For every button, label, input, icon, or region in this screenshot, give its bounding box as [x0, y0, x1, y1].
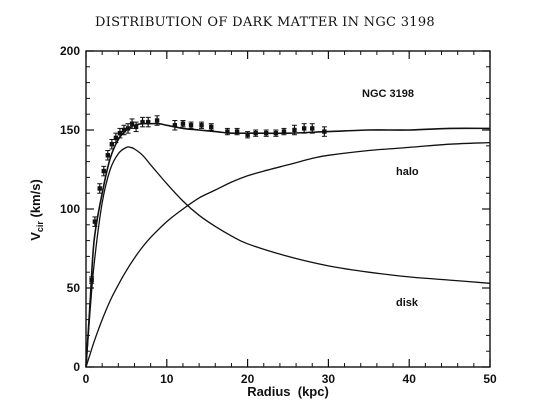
- data-point: [209, 124, 214, 130]
- y-tick-label: 200: [60, 44, 80, 58]
- data-point: [281, 129, 287, 134]
- curve-total: [85, 122, 491, 368]
- data-point: [105, 153, 111, 158]
- data-point: [310, 126, 315, 131]
- data-point: [101, 168, 106, 174]
- data-point: [154, 118, 160, 123]
- axis-ticks: 0 10 20 30 40 50 0 50 100 150 200: [60, 44, 497, 386]
- disk-curve-label: disk: [396, 297, 419, 309]
- x-tick-label: 0: [83, 372, 90, 386]
- data-point: [92, 219, 98, 224]
- x-tick-label: 50: [483, 372, 497, 386]
- data-point: [245, 132, 250, 137]
- data-point: [113, 135, 119, 141]
- data-point: [89, 277, 94, 283]
- galaxy-label: NGC 3198: [362, 88, 414, 100]
- data-point: [125, 126, 131, 131]
- data-point: [146, 119, 151, 125]
- curve-disk: [85, 146, 491, 368]
- data-point: [263, 130, 269, 136]
- halo-curve-label: halo: [396, 166, 419, 178]
- y-axis-label-main: V: [28, 232, 43, 241]
- y-tick-label: 0: [73, 360, 80, 374]
- data-point: [109, 142, 115, 147]
- y-tick-label: 50: [67, 281, 81, 295]
- data-point: [188, 123, 194, 128]
- data-point: [292, 127, 297, 133]
- data-point: [199, 123, 204, 128]
- data-point: [172, 123, 178, 128]
- data-point: [322, 129, 327, 134]
- data-point: [180, 121, 186, 126]
- y-axis-label-unit: (km/s): [28, 179, 43, 221]
- data-point: [129, 121, 135, 126]
- data-point: [273, 130, 279, 136]
- x-tick-label: 30: [322, 372, 336, 386]
- x-tick-label: 20: [241, 372, 255, 386]
- y-tick-label: 150: [60, 123, 80, 137]
- plot-frame: [85, 50, 491, 368]
- data-point: [253, 130, 258, 136]
- x-tick-label: 10: [160, 372, 174, 386]
- chart-title: DISTRIBUTION OF DARK MATTER IN NGC 3198: [95, 15, 435, 30]
- data-point: [301, 126, 307, 131]
- curve-halo: [85, 141, 491, 368]
- x-axis-label: Radius (kpc): [247, 384, 329, 399]
- y-tick-label: 100: [60, 202, 80, 216]
- data-point: [234, 129, 240, 134]
- x-tick-label: 40: [403, 372, 417, 386]
- observed-points: [89, 115, 327, 284]
- data-point: [140, 119, 145, 125]
- data-point: [225, 129, 230, 134]
- model-curves: [85, 122, 491, 368]
- data-point: [97, 186, 102, 191]
- data-point: [133, 124, 139, 130]
- data-point: [121, 127, 127, 133]
- y-axis-label: Vcir (km/s): [28, 179, 45, 241]
- y-axis-label-sub: cir: [35, 221, 45, 233]
- data-point: [117, 130, 123, 136]
